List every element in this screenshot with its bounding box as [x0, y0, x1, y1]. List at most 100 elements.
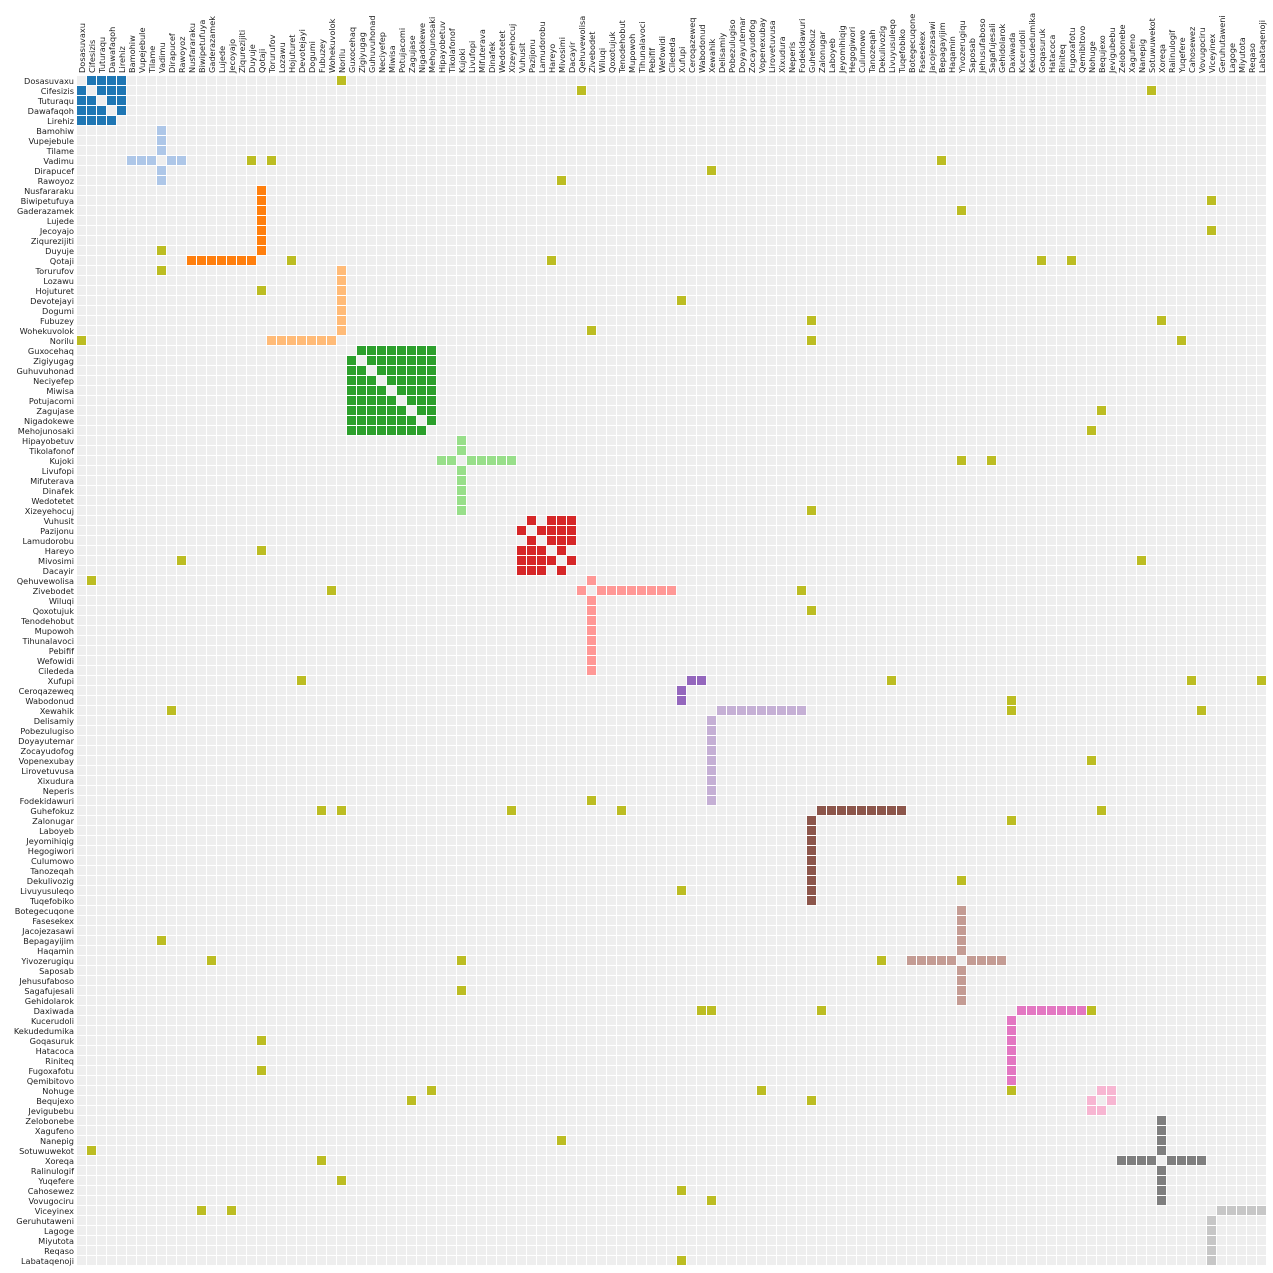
empty-cell — [947, 356, 956, 365]
empty-cell — [657, 436, 666, 445]
empty-cell — [367, 76, 376, 85]
empty-cell — [1167, 446, 1176, 455]
empty-cell — [1177, 196, 1186, 205]
empty-cell — [217, 86, 226, 95]
empty-cell — [767, 336, 776, 345]
empty-cell — [487, 356, 496, 365]
empty-cell — [1087, 96, 1096, 105]
empty-cell — [627, 436, 636, 445]
empty-cell — [1107, 466, 1116, 475]
empty-cell — [837, 246, 846, 255]
empty-cell — [1167, 456, 1176, 465]
empty-cell — [507, 416, 516, 425]
empty-cell — [1227, 236, 1236, 245]
empty-cell — [887, 446, 896, 455]
empty-cell — [307, 146, 316, 155]
empty-cell — [257, 346, 266, 355]
empty-cell — [657, 126, 666, 135]
empty-cell — [697, 166, 706, 175]
empty-cell — [217, 446, 226, 455]
empty-cell — [167, 356, 176, 365]
empty-cell — [997, 166, 1006, 175]
empty-cell — [307, 176, 316, 185]
empty-cell — [1097, 276, 1106, 285]
empty-cell — [777, 346, 786, 355]
empty-cell — [167, 196, 176, 205]
empty-cell — [917, 96, 926, 105]
empty-cell — [407, 486, 416, 495]
empty-cell — [397, 286, 406, 295]
empty-cell — [227, 336, 236, 345]
empty-cell — [317, 466, 326, 475]
empty-cell — [637, 226, 646, 235]
empty-cell — [357, 176, 366, 185]
empty-cell — [897, 336, 906, 345]
empty-cell — [1077, 316, 1086, 325]
empty-cell — [1067, 386, 1076, 395]
empty-cell — [847, 486, 856, 495]
empty-cell — [377, 126, 386, 135]
empty-cell — [727, 196, 736, 205]
empty-cell — [877, 266, 886, 275]
empty-cell — [427, 456, 436, 465]
empty-cell — [1077, 76, 1086, 85]
empty-cell — [907, 96, 916, 105]
empty-cell — [347, 246, 356, 255]
empty-cell — [1207, 206, 1216, 215]
empty-cell — [127, 406, 136, 415]
empty-cell — [597, 166, 606, 175]
empty-cell — [707, 76, 716, 85]
empty-cell — [147, 126, 156, 135]
empty-cell — [127, 416, 136, 425]
empty-cell — [937, 456, 946, 465]
empty-cell — [1247, 226, 1256, 235]
empty-cell — [417, 76, 426, 85]
empty-cell — [677, 176, 686, 185]
empty-cell — [77, 186, 86, 195]
empty-cell — [537, 166, 546, 175]
empty-cell — [477, 276, 486, 285]
empty-cell — [167, 126, 176, 135]
empty-cell — [417, 256, 426, 265]
empty-cell — [207, 376, 216, 385]
empty-cell — [207, 316, 216, 325]
empty-cell — [917, 296, 926, 305]
empty-cell — [1097, 376, 1106, 385]
empty-cell — [617, 336, 626, 345]
empty-cell — [537, 76, 546, 85]
empty-cell — [297, 446, 306, 455]
empty-cell — [907, 186, 916, 195]
empty-cell — [947, 486, 956, 495]
empty-cell — [957, 116, 966, 125]
empty-cell — [427, 316, 436, 325]
empty-cell — [757, 86, 766, 95]
empty-cell — [647, 396, 656, 405]
empty-cell — [997, 246, 1006, 255]
empty-cell — [787, 296, 796, 305]
empty-cell — [747, 276, 756, 285]
empty-cell — [447, 136, 456, 145]
empty-cell — [1107, 326, 1116, 335]
empty-cell — [997, 456, 1006, 465]
empty-cell — [727, 106, 736, 115]
empty-cell — [1167, 286, 1176, 295]
empty-cell — [837, 346, 846, 355]
empty-cell — [1137, 116, 1146, 125]
empty-cell — [1227, 76, 1236, 85]
empty-cell — [147, 266, 156, 275]
empty-cell — [167, 406, 176, 415]
empty-cell — [367, 226, 376, 235]
empty-cell — [377, 186, 386, 195]
empty-cell — [847, 86, 856, 95]
empty-cell — [297, 476, 306, 485]
empty-cell — [407, 156, 416, 165]
empty-cell — [527, 106, 536, 115]
empty-cell — [577, 406, 586, 415]
empty-cell — [837, 196, 846, 205]
empty-cell — [547, 276, 556, 285]
empty-cell — [187, 316, 196, 325]
empty-cell — [1257, 126, 1266, 135]
empty-cell — [917, 306, 926, 315]
empty-cell — [247, 266, 256, 275]
empty-cell — [817, 206, 826, 215]
